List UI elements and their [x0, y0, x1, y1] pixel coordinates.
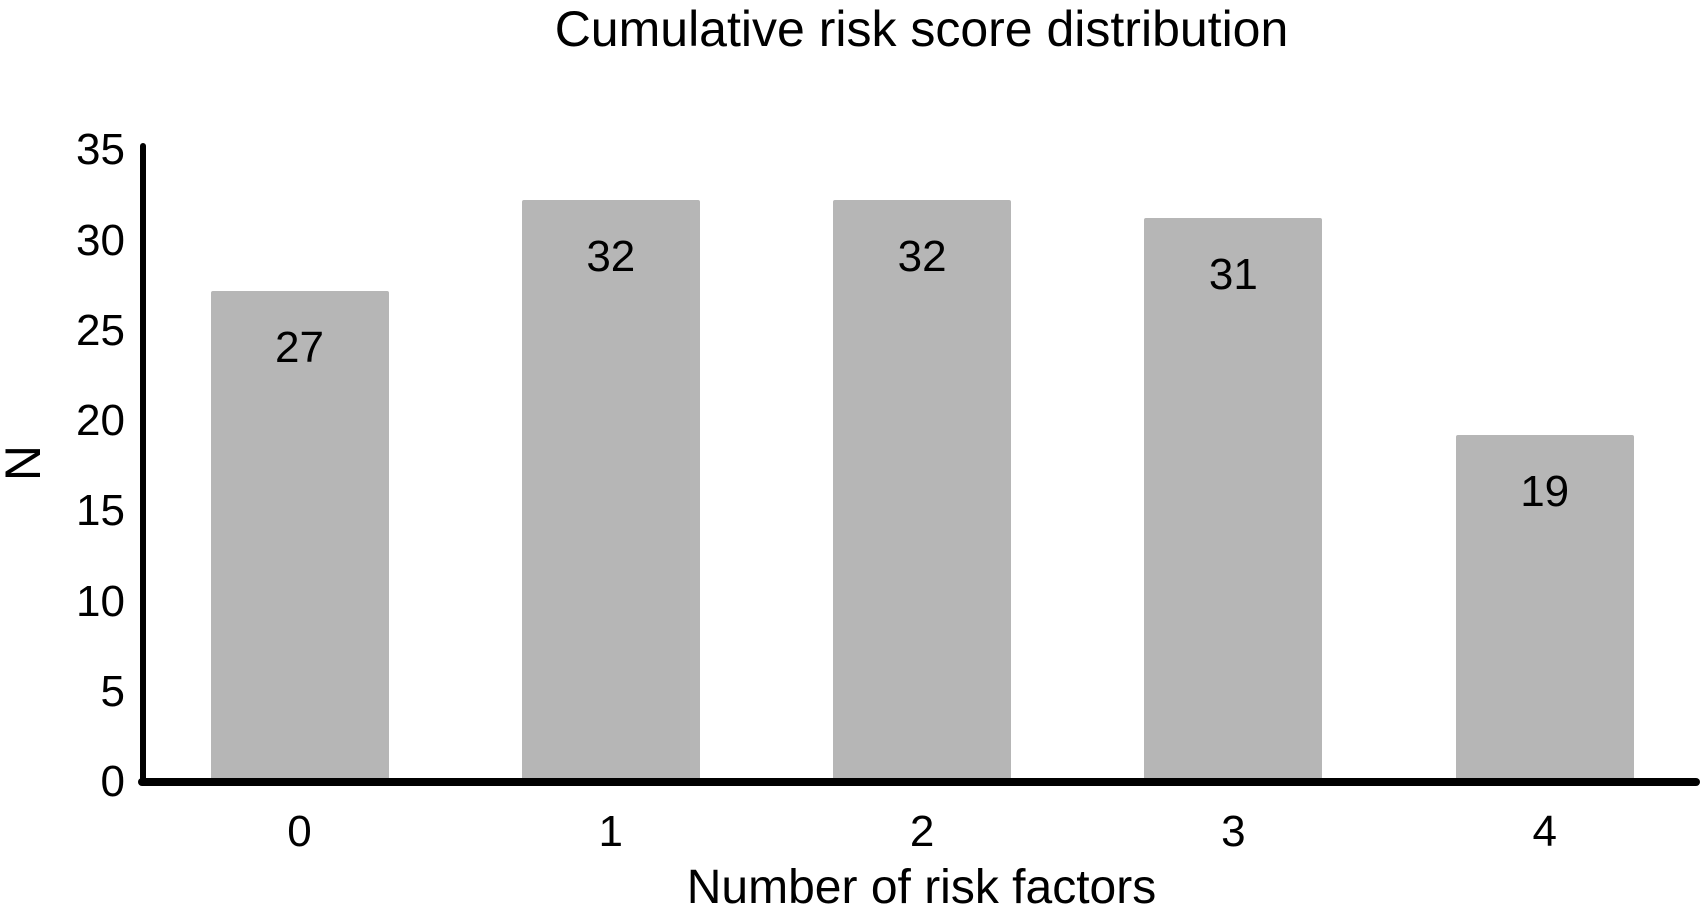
y-tick-label: 0 — [100, 757, 125, 806]
bar-0 — [210, 290, 389, 778]
y-tick-label: 20 — [76, 396, 125, 445]
chart-title: Cumulative risk score distribution — [554, 1, 1289, 57]
bar-value-label: 19 — [1520, 467, 1570, 517]
y-tick-label: 30 — [76, 215, 125, 265]
bar-value-label: 32 — [897, 232, 947, 282]
bar-value-label: 27 — [275, 322, 324, 372]
bar-value-label: 32 — [586, 232, 636, 282]
y-tick-label: 10 — [76, 576, 125, 626]
x-tick-label: 3 — [1221, 807, 1246, 856]
y-tick-label: 5 — [100, 666, 125, 716]
bar-3 — [1144, 218, 1323, 778]
x-axis-line — [138, 778, 1700, 786]
x-tick-label: 1 — [598, 807, 624, 856]
y-tick-label: 25 — [76, 305, 125, 355]
bar-4 — [1455, 435, 1634, 778]
y-axis-line — [140, 143, 146, 786]
y-tick-label: 15 — [76, 486, 125, 536]
x-tick-label: 4 — [1532, 807, 1557, 856]
bar-value-label: 31 — [1208, 250, 1258, 300]
bar-2 — [833, 200, 1012, 778]
x-tick-label: 2 — [909, 807, 935, 856]
x-axis-label: Number of risk factors — [686, 861, 1157, 914]
bar-1 — [521, 200, 700, 778]
y-tick-label: 35 — [76, 125, 125, 175]
x-tick-label: 0 — [287, 807, 312, 856]
